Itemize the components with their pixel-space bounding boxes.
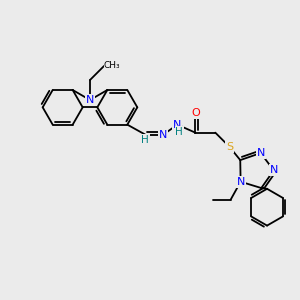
Text: S: S bbox=[226, 142, 233, 152]
Text: H: H bbox=[176, 127, 183, 136]
Text: N: N bbox=[236, 177, 245, 187]
Text: N: N bbox=[86, 95, 94, 105]
Text: N: N bbox=[159, 130, 167, 140]
Text: H: H bbox=[141, 135, 149, 145]
Text: N: N bbox=[173, 120, 182, 130]
Text: N: N bbox=[256, 148, 265, 158]
Text: O: O bbox=[191, 108, 200, 118]
Text: CH₃: CH₃ bbox=[104, 61, 121, 70]
Text: N: N bbox=[269, 165, 278, 175]
